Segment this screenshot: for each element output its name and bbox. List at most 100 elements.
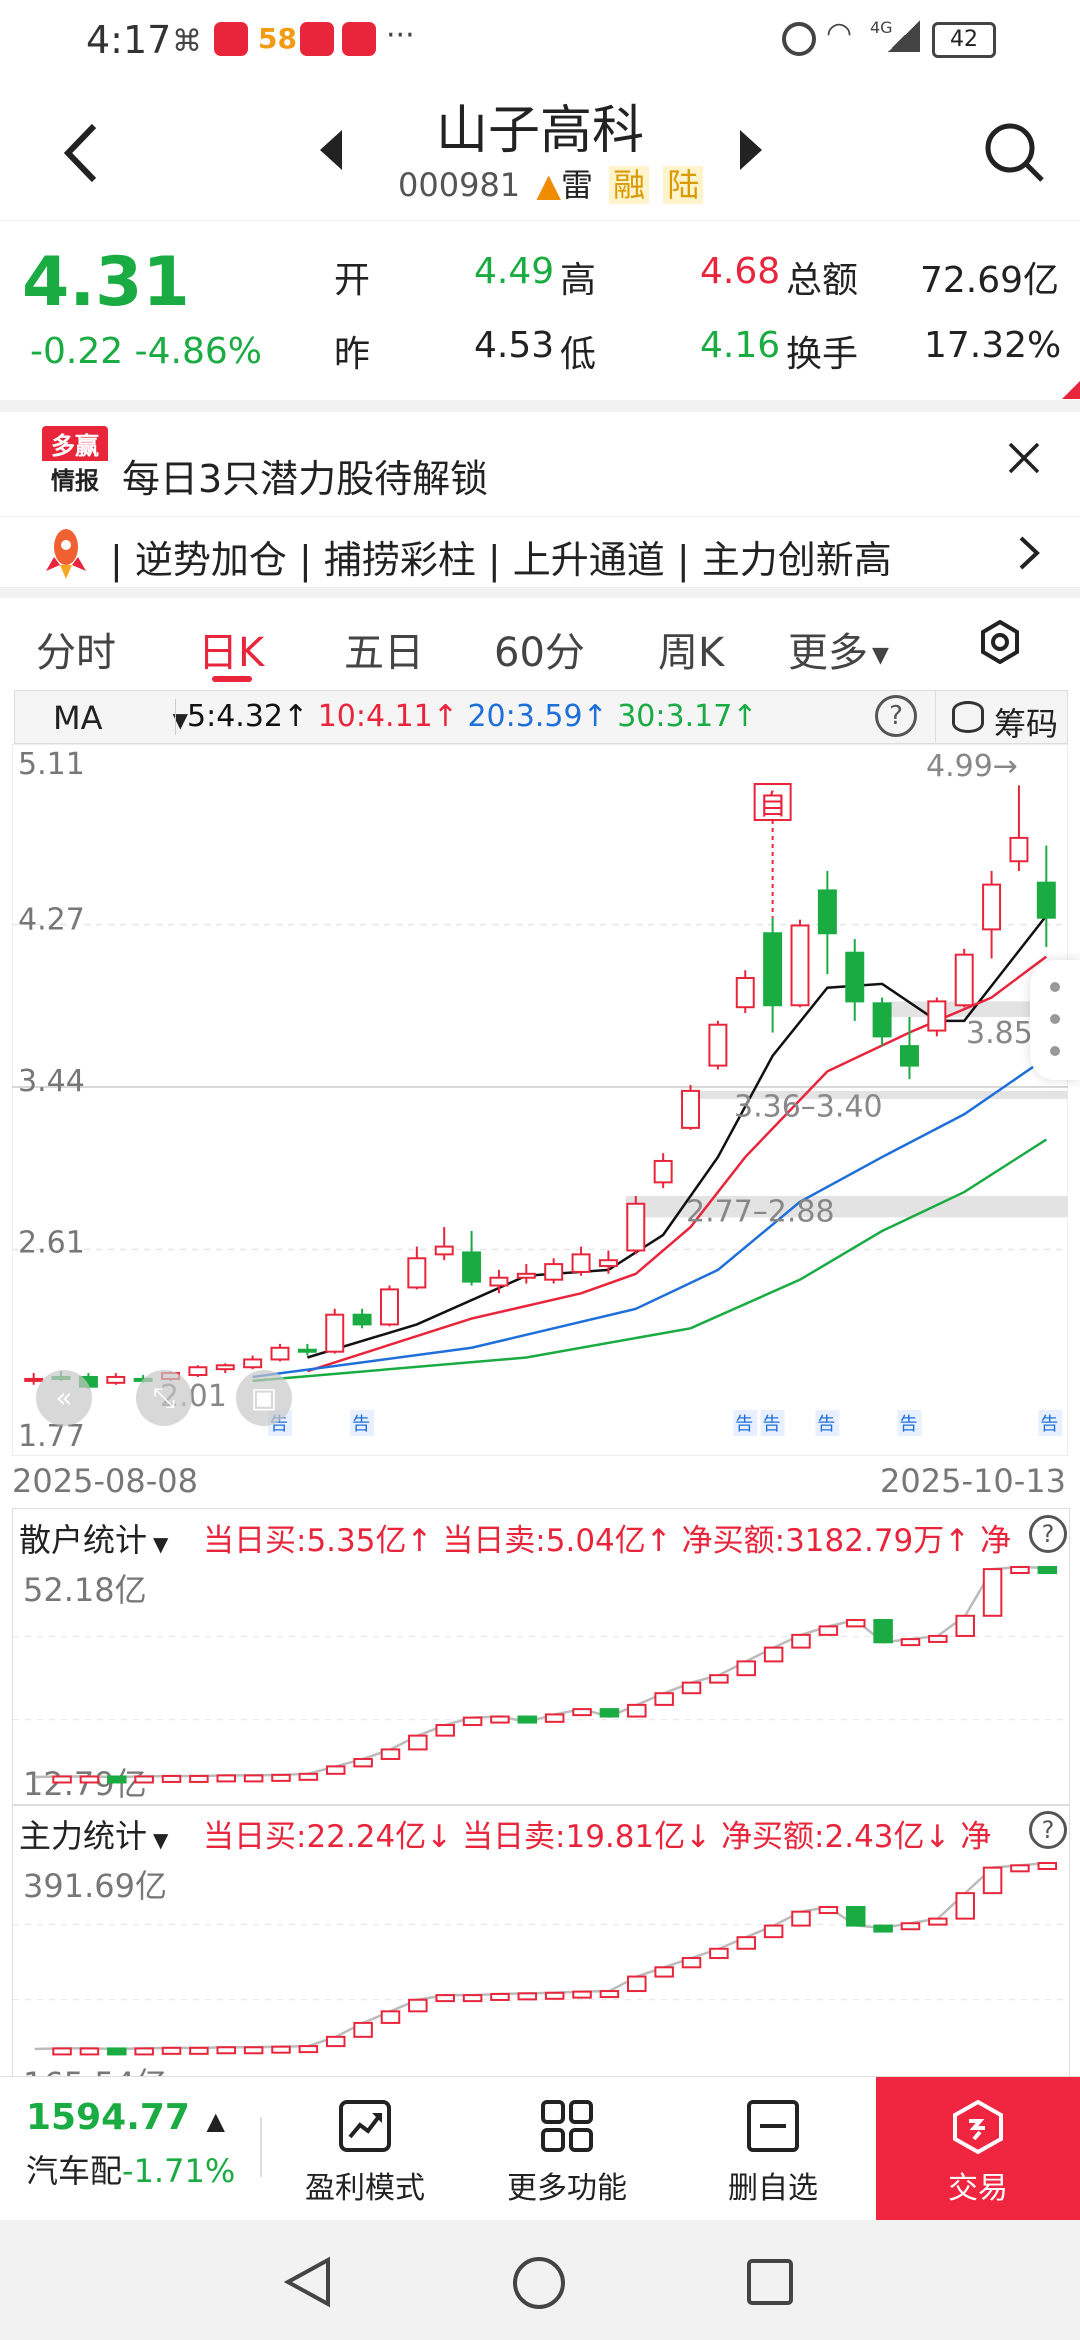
candle-body <box>735 977 755 1009</box>
more-functions-button[interactable]: 更多功能 <box>492 2077 642 2221</box>
prev-close-value: 4.53 <box>474 325 555 366</box>
flow-bar <box>298 1772 319 1781</box>
sector-index[interactable]: 1594.77 ▲ 汽车配-1.71% <box>26 2097 256 2192</box>
app-icon-xiaohongshu <box>300 22 334 56</box>
tab-daily-k[interactable]: 日K <box>198 630 265 676</box>
prev-close-label: 昨 <box>334 334 371 375</box>
flow-bar <box>134 1775 154 1784</box>
sector-index-change: -1.71% <box>122 2152 236 2190</box>
search-icon[interactable] <box>982 120 1046 184</box>
main-net-2: 净 <box>960 1819 992 1855</box>
candle <box>653 1153 673 1189</box>
close-icon[interactable] <box>1008 442 1040 474</box>
retail-stats-panel: 散户统计 ▼ 当日买:5.35亿↑ 当日卖:5.04亿↑ 净买额:3182.79万… <box>12 1508 1070 1806</box>
chart-more-menu[interactable] <box>1030 960 1080 1080</box>
collapse-button[interactable]: « <box>36 1370 92 1426</box>
app-icon-58: 58 <box>258 22 297 55</box>
candle <box>872 997 892 1047</box>
notification-icon: ⌘ <box>172 24 202 59</box>
home-circle-icon[interactable] <box>512 2256 566 2310</box>
more-notifications-icon: ··· <box>386 18 415 53</box>
candle <box>681 1085 701 1130</box>
notice-marker: 告 <box>899 1414 917 1435</box>
prev-stock-icon[interactable] <box>318 128 344 172</box>
flow-bar <box>818 1625 839 1636</box>
retail-min-label: 12.79亿 <box>23 1765 147 1803</box>
flow-bar <box>736 1936 757 1950</box>
flow-bar <box>599 1990 620 1999</box>
tab-more[interactable]: 更多 ▼ <box>788 620 889 678</box>
help-icon[interactable]: ? <box>1029 1811 1067 1849</box>
notice-marker: 告 <box>352 1414 370 1435</box>
trade-button[interactable]: 交易 <box>876 2077 1080 2221</box>
main-stats-select[interactable]: 主力统计 ▼ <box>19 1811 168 1857</box>
help-icon[interactable]: ? <box>1029 1515 1067 1553</box>
ma-line-ma20 <box>252 1056 1048 1379</box>
tab-weekly-k[interactable]: 周K <box>658 630 725 676</box>
flow-bar <box>462 1716 483 1727</box>
ma-select[interactable]: MA ▼ <box>53 699 188 737</box>
retail-sell: 当日卖:5.04亿↑ <box>442 1523 672 1559</box>
tab-intraday[interactable]: 分时 <box>36 630 116 676</box>
ma20-value: 20:3.59↑ <box>467 699 608 734</box>
candle-body <box>872 1002 892 1038</box>
remove-watchlist-button[interactable]: 删自选 <box>698 2077 848 2221</box>
flow-bar <box>380 2010 401 2024</box>
notice-marker: 告 <box>1040 1414 1058 1435</box>
tag-lu[interactable]: 陆 <box>663 166 704 204</box>
flow-bar <box>681 1957 702 1969</box>
chevron-right-icon[interactable] <box>1018 535 1040 571</box>
zoom-button[interactable]: ⤡ <box>136 1370 192 1426</box>
candle-body <box>954 953 974 1007</box>
app-icon-huawei <box>214 22 248 56</box>
high-label: 高 <box>560 260 597 301</box>
retail-net-2: 净 <box>980 1523 1012 1559</box>
back-triangle-icon[interactable] <box>284 2256 332 2308</box>
signal-ticker[interactable]: | 逆势加仓 | 捕捞彩柱 | 上升通道 | 主力创新高 <box>0 516 1080 588</box>
retail-max-label: 52.18亿 <box>23 1571 147 1609</box>
candle <box>1036 845 1056 947</box>
tab-60min[interactable]: 60分 <box>494 630 585 676</box>
promo-banner[interactable]: 多赢 情报 每日3只潜力股待解锁 <box>0 412 1080 508</box>
dropdown-icon: ▼ <box>872 642 889 668</box>
candlestick-chart[interactable]: 5.114.273.442.611.77 4.99→2.013.853.36–3… <box>12 744 1068 1456</box>
zone-mid-label: 3.36–3.40 <box>734 1090 883 1125</box>
candle <box>817 870 837 975</box>
next-stock-icon[interactable] <box>738 128 764 172</box>
ma-indicator-bar: MA ▼ 5:4.32↑ 10:4.11↑ 20:3.59↑ 30:3.17↑ … <box>14 690 1068 744</box>
candle-body <box>653 1159 673 1184</box>
tag-rong[interactable]: 融 <box>609 166 650 204</box>
current-price: 4.31 <box>22 243 190 322</box>
retail-stats-select[interactable]: 散户统计 ▼ <box>19 1515 168 1561</box>
flow-bar <box>873 1619 893 1644</box>
profit-mode-button[interactable]: 盈利模式 <box>290 2077 440 2221</box>
candle <box>489 1269 509 1294</box>
ticker-text: | 逆势加仓 | 捕捞彩柱 | 上升通道 | 主力创新高 <box>110 538 892 582</box>
notice-marker-box <box>350 1410 375 1436</box>
flow-bar <box>845 1906 866 1927</box>
candle-body <box>215 1364 235 1371</box>
settings-icon[interactable] <box>980 620 1020 664</box>
flow-bar <box>79 2047 100 2056</box>
price-change: -0.22 <box>30 331 124 372</box>
help-icon[interactable]: ? <box>875 695 917 737</box>
candle-body <box>1036 881 1056 919</box>
candle <box>763 917 783 1033</box>
fullscreen-button[interactable]: ▣ <box>236 1370 292 1426</box>
notice-marker-box <box>815 1410 840 1436</box>
notice-marker-box <box>1038 1410 1063 1436</box>
turnover-label: 换手 <box>786 334 859 375</box>
candle <box>434 1227 454 1261</box>
back-arrow-icon[interactable] <box>58 120 104 186</box>
flow-bar <box>763 1646 784 1663</box>
zone-band-low <box>625 1195 1068 1218</box>
candle-body <box>270 1346 290 1361</box>
tab-five-day[interactable]: 五日 <box>344 630 424 676</box>
recents-square-icon[interactable] <box>746 2258 794 2306</box>
separator <box>0 588 1080 598</box>
chart-frame <box>12 744 1068 1456</box>
candle-body <box>544 1263 564 1281</box>
ma-select-label: MA <box>53 699 103 737</box>
chip-button[interactable]: 筹码 <box>935 691 1068 743</box>
tag-lei[interactable]: 雷 <box>560 166 593 204</box>
